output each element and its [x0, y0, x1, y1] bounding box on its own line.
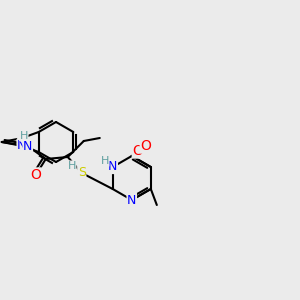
- Text: H: H: [20, 131, 28, 141]
- Text: H: H: [100, 156, 109, 166]
- Text: S: S: [18, 132, 26, 145]
- Text: O: O: [132, 144, 143, 158]
- Text: O: O: [140, 139, 151, 153]
- Text: S: S: [78, 167, 86, 179]
- Text: H: H: [68, 161, 76, 171]
- Text: N: N: [23, 140, 32, 152]
- Text: O: O: [30, 168, 41, 182]
- Text: N: N: [108, 160, 117, 173]
- Text: N: N: [127, 194, 136, 206]
- Text: N: N: [17, 139, 26, 152]
